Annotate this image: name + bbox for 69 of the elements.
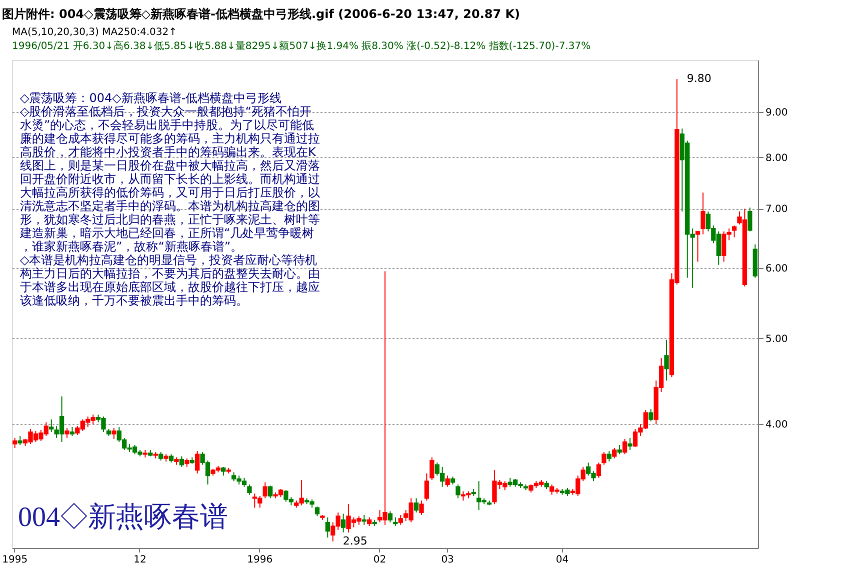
- candlestick: [424, 472, 430, 502]
- candlestick: [340, 513, 346, 533]
- annotation: ◇本谱是机构拉高建仓的明显信号，投资者应耐心等待机: [20, 253, 318, 267]
- text: 1996/05/21 开6.30↓高6.38↓低5.85↓收5.88↓量8295↓额507↓换1.94% 振8.30% 涨(-0.52)-8.12% 指数(-125.70)-7.37%: [12, 40, 591, 52]
- x-tick-label: 02: [373, 554, 386, 566]
- candlestick: [398, 514, 403, 526]
- candlestick: [64, 428, 70, 438]
- annotation: 9.80: [686, 72, 712, 86]
- y-tick-label: 7.00: [766, 204, 788, 216]
- annotation: 廉的建仓成本获得尽可能多的筹码，主力机构只有通过拉: [20, 132, 320, 146]
- annotation: 水烫”的心态，不会轻易出脱手中持股。为了以尽可能低: [20, 118, 314, 132]
- candlestick: [414, 498, 419, 514]
- candlestick: [247, 484, 252, 496]
- y-tick-label: 4.00: [766, 420, 788, 431]
- x-tick-label: 04: [556, 554, 569, 566]
- candlestick: [628, 437, 632, 451]
- annotation: 004◇新燕啄春谱: [18, 502, 228, 533]
- annotation: ◇股价滑落至低档后，投资大众一般都抱持“死猪不怕开: [20, 104, 312, 118]
- candlestick: [612, 448, 617, 459]
- y-tick-label: 5.00: [766, 334, 788, 345]
- candlestick: [419, 500, 424, 516]
- candlestick: [596, 462, 602, 478]
- candlestick: [622, 438, 628, 455]
- candlestick: [268, 485, 273, 499]
- candlestick: [112, 428, 116, 440]
- annotation: 2.95: [342, 534, 368, 548]
- annotation: 清洗意志不坚定者手中的浮码。本谱为机构拉高建仓的图: [20, 199, 320, 213]
- annotation: ◇震荡吸筹：004◇新燕啄春谱-低档横盘中弓形线: [20, 91, 282, 105]
- candlestick: [648, 408, 654, 422]
- x-tick-label: 1996: [247, 554, 273, 566]
- candlestick: [325, 516, 330, 538]
- y-tick-label: 8.00: [766, 152, 788, 164]
- annotation: 线图上，则是某一日股价在盘中被大幅拉高，然后又滑落: [20, 158, 320, 172]
- candlestick: [195, 450, 200, 474]
- annotation: ，谁家新燕啄春泥”，故称“新燕啄春谱”。: [20, 240, 243, 254]
- candlestick: [606, 450, 612, 462]
- annotation: 该逢低吸纳，千万不要被震出手中的筹码。: [20, 294, 248, 308]
- annotation: 建造新巢，暗示大地已经回春，正所谓“几处早莺争暖树: [19, 226, 314, 240]
- candlestick: [12, 437, 18, 449]
- candlestick: [445, 475, 450, 488]
- candlestick: [617, 444, 622, 455]
- candlestick: [388, 510, 393, 523]
- candlestick: [695, 230, 700, 262]
- annotation: 于本谱多出现在原始底部区域，故股价越往下打压，越应: [20, 280, 320, 294]
- x-tick-label: 03: [441, 554, 454, 566]
- candlestick: [262, 482, 268, 499]
- annotation: 高股价，才能将中小投资者手中的筹码骗出来。表现在K: [20, 145, 317, 159]
- candlestick: [456, 484, 460, 499]
- candlestick: [179, 456, 184, 468]
- y-tick-label: 6.00: [766, 264, 788, 275]
- candlestick: [602, 452, 606, 466]
- candlestick: [732, 225, 737, 238]
- x-tick-label: 1995: [2, 554, 28, 566]
- candlestick: [700, 192, 706, 235]
- y-tick-label: 9.00: [766, 107, 788, 118]
- annotation: 回开盘价附近收市，从而留下长长的上影线。而机构通过: [20, 172, 320, 186]
- candlestick: [664, 339, 669, 382]
- annotation: 构主力日后的大幅拉抬，不要为其后的盘整失去耐心。由: [19, 266, 320, 280]
- candlestick: [314, 506, 320, 517]
- chart-title: 图片附件: 004◇震荡吸筹◇新燕啄春谱-低档横盘中弓形线.gif (2006-6-20 13:47, 20.87 K): [2, 7, 520, 21]
- annotation: 大幅拉高所获得的低价筹码，又可用于日后打压股价，以: [20, 186, 320, 200]
- candlestick: [49, 418, 54, 432]
- candlestick: [430, 456, 434, 481]
- candlestick: [748, 207, 752, 232]
- chart-subtitle: MA(5,10,20,30,3) MA250:4.032↑: [12, 27, 177, 38]
- x-tick-label: 12: [134, 554, 146, 566]
- annotation: 形，犹如寒冬过后北归的春燕，正忙于啄来泥土、树叶等: [20, 212, 320, 226]
- candlestick: [362, 514, 366, 526]
- candlestick: [18, 435, 22, 446]
